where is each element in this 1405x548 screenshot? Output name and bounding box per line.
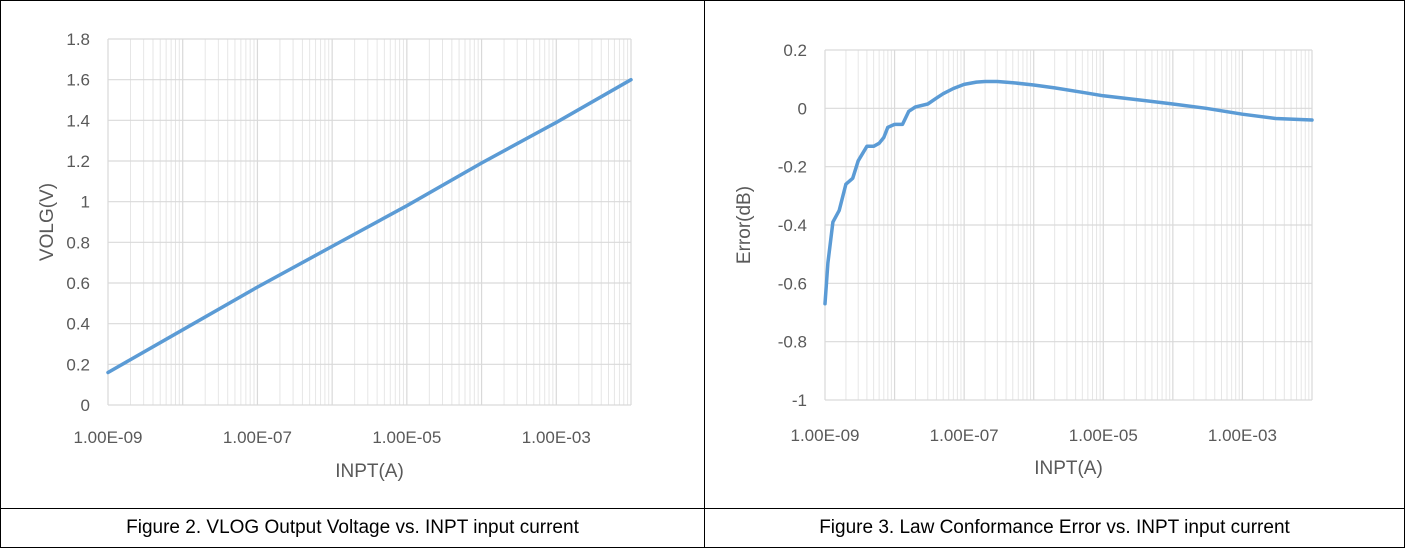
y-tick-label: 1.6 [66,71,90,90]
x-tick-label: 1.00E-09 [791,426,860,445]
data-point [1053,87,1056,89]
data-point [838,209,841,212]
figure-3-caption: Figure 3. Law Conformance Error vs. INPT… [819,517,1290,538]
y-tick-label: 1.4 [66,111,90,130]
y-tick-label: 0 [81,396,90,415]
chart-panel-vlog: 0 0.2 0.4 0.6 0.8 1 1.2 1.4 1.6 1.8 1.00E-09 1.00E-… [1,1,704,508]
data-point [914,106,917,108]
data-point [1011,81,1014,84]
x-axis-title: INPT(A) [335,461,404,482]
x-tick-label: 1.00E-03 [1208,426,1277,445]
data-point [845,183,847,185]
data-point [1241,113,1244,115]
data-point [555,121,558,124]
data-point [1172,103,1174,105]
y-tick-label: 0.6 [66,274,90,293]
plot-area: -1 -0.8 -0.6 -0.4 -0.2 0 0.2 1.00E-09 1.00E-07 1.… [734,41,1314,479]
x-tick-label: 1.00E-05 [372,428,441,447]
data-point [1311,119,1313,121]
y-tick-label: 1.2 [66,152,90,171]
y-tick-label: 0.2 [783,41,807,60]
y-axis-title: VOLG(V) [37,183,58,261]
data-point [406,204,408,207]
chart-panel-error: -1 -0.8 -0.6 -0.4 -0.2 0 0.2 1.00E-09 1.00E-07 1.… [705,1,1404,508]
data-point [872,145,875,148]
data-point [824,302,826,305]
x-tick-label: 1.00E-07 [223,428,292,447]
figure-2-caption: Figure 2. VLOG Output Voltage vs. INPT i… [126,517,579,538]
data-point [851,177,854,180]
data-point [975,81,978,83]
y-tick-label: -0.4 [778,216,807,235]
data-point [996,80,999,83]
data-point [256,286,259,288]
data-point [1102,94,1105,97]
data-point [827,262,829,264]
data-point [926,103,929,105]
chart-law-conformance-error: -1 -0.8 -0.6 -0.4 -0.2 0 0.2 1.00E-09 1.00E-07 1.… [734,41,1314,479]
data-point [907,110,910,113]
panel-divider [704,0,705,548]
data-point [952,87,955,90]
y-tick-label: -0.2 [778,158,807,177]
data-point [1205,107,1207,110]
y-tick-label: 1.8 [66,30,90,49]
data-point [878,142,880,145]
caption-separator [0,508,1405,509]
data-point [893,123,896,126]
x-axis-title: INPT(A) [1034,458,1103,479]
y-tick-label: 0.2 [66,355,90,374]
x-tick-label: 1.00E-07 [930,426,999,445]
y-tick-label: 0.8 [66,233,90,252]
data-point [107,371,109,374]
data-point [887,126,889,129]
x-tick-label: 1.00E-09 [74,428,143,447]
chart-vlog-output-voltage: 0 0.2 0.4 0.6 0.8 1 1.2 1.4 1.6 1.8 1.00E-09 1.00E-… [37,30,633,482]
data-point [331,245,333,248]
data-point [963,83,965,86]
series-line-0 [106,77,633,375]
x-tick-label: 1.00E-03 [522,428,591,447]
data-point [935,97,938,99]
y-tick-label: 1 [81,193,90,212]
data-point [984,80,986,83]
data-point [857,160,859,162]
y-axis-title: Error(dB) [734,186,755,264]
plot-area: 0 0.2 0.4 0.6 0.8 1 1.2 1.4 1.6 1.8 1.00E-09 1.00E-… [37,30,633,482]
data-point [866,145,868,148]
x-tick-label: 1.00E-05 [1069,426,1138,445]
data-point [1032,84,1035,86]
data-point [1081,91,1084,94]
y-tick-label: 0.4 [66,315,90,334]
data-point [181,328,184,331]
data-point [942,92,944,95]
data-point [630,78,632,81]
y-tick-label: 0 [798,99,807,118]
y-tick-label: -1 [792,391,807,410]
data-point [882,136,885,139]
data-point [832,221,834,223]
data-point [1135,98,1138,101]
data-point [901,123,904,126]
y-tick-label: -0.8 [778,333,807,352]
y-tick-label: -0.6 [778,274,807,293]
data-point [480,162,483,164]
data-point [1274,117,1277,120]
